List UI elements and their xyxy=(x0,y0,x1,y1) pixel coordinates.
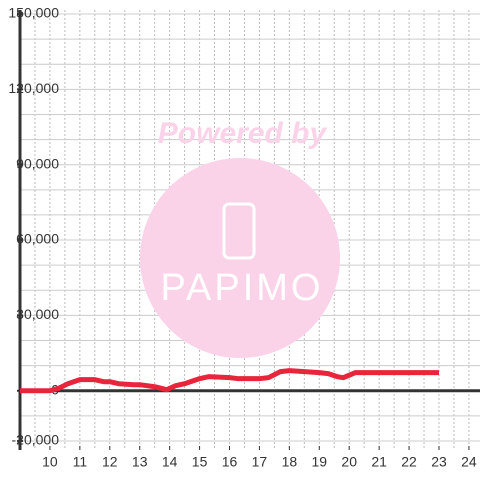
watermark-icon xyxy=(222,202,256,260)
y-tick-label: 150,000 xyxy=(8,5,59,21)
x-tick-label: 20 xyxy=(341,454,357,470)
data-line xyxy=(20,368,439,394)
watermark-text: Powered by xyxy=(158,117,328,150)
x-tick-label: 22 xyxy=(401,454,417,470)
x-tick-label: 13 xyxy=(132,454,148,470)
watermark-logo: PAPIMO xyxy=(161,267,324,309)
y-tick-label: 90,000 xyxy=(16,155,59,171)
x-tick-label: 10 xyxy=(42,454,58,470)
y-tick-label: 120,000 xyxy=(8,80,59,96)
x-tick-label: 18 xyxy=(282,454,298,470)
x-tick-label: 14 xyxy=(162,454,178,470)
x-tick-label: 16 xyxy=(222,454,238,470)
x-tick-label: 19 xyxy=(311,454,327,470)
x-tick-label: 17 xyxy=(252,454,268,470)
y-tick-label: 30,000 xyxy=(16,306,59,322)
y-tick-label: 60,000 xyxy=(16,231,59,247)
x-tick-label: 11 xyxy=(73,454,88,470)
x-tick-label: 21 xyxy=(371,454,387,470)
y-tick-label: -20,000 xyxy=(12,432,60,448)
x-tick-label: 23 xyxy=(431,454,447,470)
x-tick-label: 15 xyxy=(192,454,208,470)
x-tick-label: 24 xyxy=(461,454,477,470)
x-tick-label: 12 xyxy=(102,454,118,470)
